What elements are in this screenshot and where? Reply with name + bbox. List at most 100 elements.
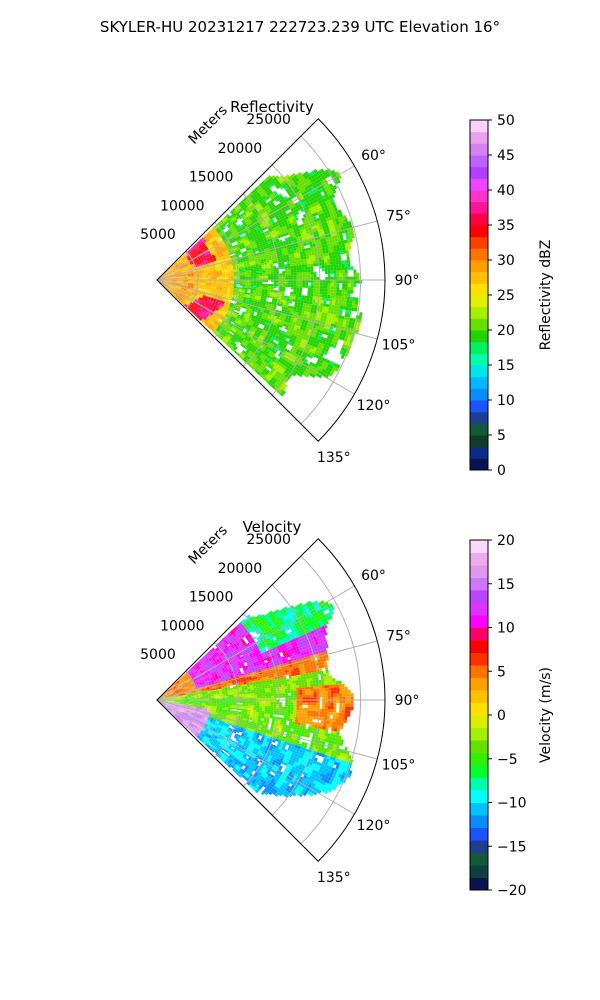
data-cell	[212, 233, 216, 237]
data-cell	[202, 285, 206, 287]
data-cell	[292, 258, 296, 261]
data-cell	[265, 256, 269, 259]
data-cell	[331, 301, 336, 305]
data-cell	[320, 168, 325, 173]
data-cell	[270, 285, 274, 289]
data-cell	[341, 266, 345, 271]
data-cell	[169, 271, 173, 274]
data-cell	[195, 248, 198, 251]
data-cell	[275, 223, 280, 227]
data-cell	[259, 283, 263, 286]
data-cell	[184, 252, 187, 256]
data-cell	[258, 265, 262, 268]
data-cell	[202, 283, 206, 286]
data-cell	[272, 292, 277, 295]
data-cell	[346, 299, 350, 304]
data-cell	[267, 287, 271, 290]
data-cell	[331, 248, 335, 253]
data-cell	[213, 270, 217, 273]
data-cell	[326, 172, 331, 178]
data-cell	[288, 300, 293, 304]
data-cell	[170, 267, 174, 270]
data-cell	[299, 287, 303, 291]
data-cell	[167, 274, 171, 276]
data-cell	[282, 282, 286, 285]
data-cell	[177, 263, 181, 266]
data-cell	[300, 232, 305, 236]
data-cell	[168, 269, 172, 272]
data-cell	[234, 219, 238, 224]
data-cell	[188, 277, 192, 278]
data-cell	[268, 194, 273, 198]
data-cell	[259, 287, 263, 290]
data-cell	[235, 238, 239, 242]
data-cell	[192, 249, 196, 252]
data-cell	[222, 249, 226, 253]
data-cell	[229, 210, 234, 214]
data-cell	[293, 229, 298, 233]
data-cell	[211, 242, 216, 246]
data-cell	[250, 288, 254, 291]
data-cell	[340, 302, 344, 307]
data-cell	[216, 287, 220, 289]
data-cell	[311, 206, 316, 211]
data-cell	[248, 258, 252, 261]
data-cell	[258, 241, 263, 245]
data-cell	[232, 208, 236, 212]
data-cell	[202, 281, 206, 283]
data-cell	[186, 260, 189, 263]
data-cell	[317, 204, 322, 209]
data-cell	[223, 224, 227, 228]
data-cell	[189, 267, 193, 269]
data-cell	[330, 289, 334, 293]
data-cell	[329, 239, 333, 244]
data-cell	[216, 245, 220, 248]
data-cell	[290, 272, 294, 276]
data-cell	[190, 275, 194, 277]
data-cell	[258, 240, 262, 243]
data-cell	[257, 184, 261, 189]
data-cell	[196, 245, 200, 249]
data-cell	[309, 260, 313, 264]
data-cell	[222, 281, 226, 283]
data-cell	[256, 274, 260, 277]
data-cell	[317, 239, 321, 243]
data-cell	[295, 205, 300, 209]
data-cell	[188, 258, 191, 261]
data-cell	[220, 253, 224, 256]
data-cell	[290, 270, 294, 273]
data-cell	[255, 195, 259, 200]
data-cell	[221, 226, 225, 230]
data-cell	[240, 200, 244, 204]
data-cell	[246, 222, 250, 226]
data-cell	[273, 196, 278, 201]
data-cell	[204, 267, 207, 270]
data-cell	[202, 272, 205, 274]
data-cell	[165, 271, 169, 273]
data-cell	[202, 262, 206, 265]
data-cell	[303, 179, 308, 184]
data-cell	[182, 255, 186, 259]
data-cell	[324, 207, 329, 212]
data-cell	[171, 268, 174, 271]
data-cell	[284, 222, 289, 226]
data-cell	[303, 298, 307, 302]
data-cell	[209, 234, 213, 237]
data-cell	[176, 266, 179, 269]
data-cell	[338, 289, 342, 293]
data-cell	[183, 269, 187, 271]
data-cell	[283, 186, 288, 191]
data-cell	[253, 286, 257, 289]
data-cell	[248, 256, 252, 259]
data-cell	[216, 260, 221, 263]
data-cell	[216, 271, 220, 273]
data-cell	[330, 198, 335, 203]
data-cell	[223, 265, 227, 267]
data-cell	[223, 220, 227, 224]
data-cell	[184, 257, 187, 260]
data-cell	[203, 264, 207, 266]
data-cell	[241, 264, 245, 267]
data-cell	[237, 259, 241, 262]
data-cell	[221, 265, 225, 268]
data-cell	[209, 268, 213, 270]
